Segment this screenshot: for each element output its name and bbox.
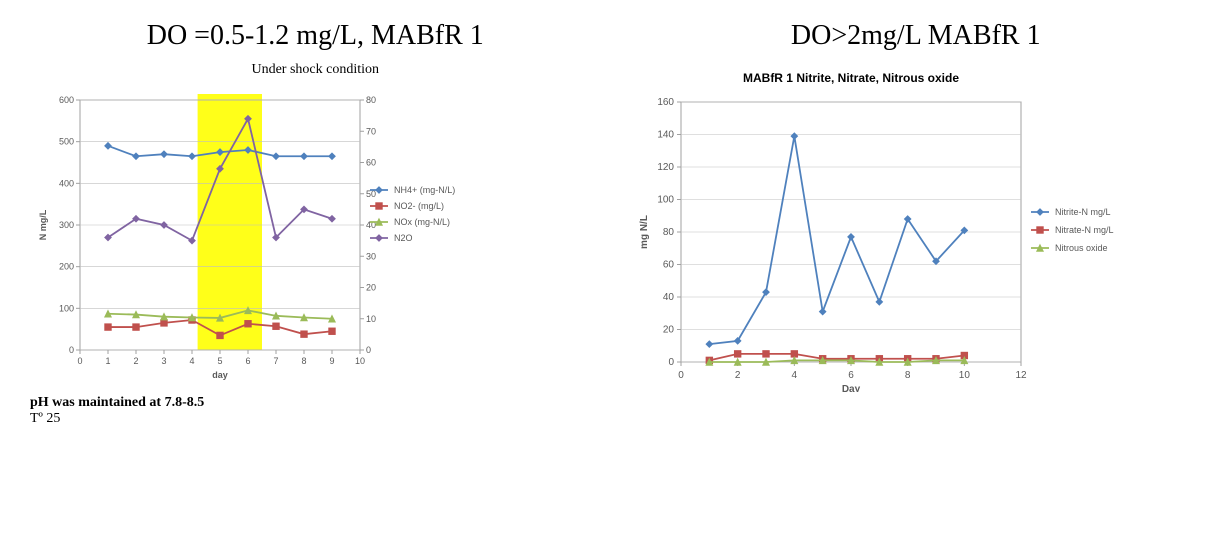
shock-annotation: Under shock condition <box>30 62 601 78</box>
svg-text:day: day <box>212 370 228 380</box>
two-column-layout: DO =0.5-1.2 mg/L, MABfR 1 Under shock co… <box>30 20 1201 427</box>
svg-text:10: 10 <box>366 314 376 324</box>
svg-text:30: 30 <box>366 251 376 261</box>
svg-text:60: 60 <box>366 158 376 168</box>
svg-text:0: 0 <box>77 356 82 366</box>
svg-text:2: 2 <box>734 370 740 381</box>
svg-text:60: 60 <box>662 260 674 271</box>
left-chart-container: Under shock condition 010020030040050060… <box>30 62 601 385</box>
svg-text:3: 3 <box>161 356 166 366</box>
svg-text:NO2- (mg/L): NO2- (mg/L) <box>394 201 444 211</box>
svg-text:Nitrate-N mg/L: Nitrate-N mg/L <box>1055 225 1114 235</box>
svg-text:5: 5 <box>217 356 222 366</box>
svg-text:7: 7 <box>273 356 278 366</box>
svg-text:120: 120 <box>657 162 674 173</box>
svg-text:0: 0 <box>366 345 371 355</box>
svg-text:N mg/L: N mg/L <box>38 209 48 240</box>
left-panel: DO =0.5-1.2 mg/L, MABfR 1 Under shock co… <box>30 20 601 427</box>
left-heading: DO =0.5-1.2 mg/L, MABfR 1 <box>30 20 601 52</box>
svg-text:2: 2 <box>133 356 138 366</box>
svg-text:4: 4 <box>791 370 797 381</box>
svg-text:160: 160 <box>657 97 674 108</box>
svg-text:20: 20 <box>366 283 376 293</box>
svg-text:NH4+ (mg-N/L): NH4+ (mg-N/L) <box>394 185 455 195</box>
svg-text:MABfR 1 Nitrite, Nitrate, Nitr: MABfR 1 Nitrite, Nitrate, Nitrous oxide <box>742 71 958 85</box>
svg-text:8: 8 <box>301 356 306 366</box>
svg-text:NOx (mg-N/L): NOx (mg-N/L) <box>394 217 450 227</box>
svg-text:10: 10 <box>958 370 970 381</box>
right-heading: DO>2mg/L MABfR 1 <box>631 20 1202 52</box>
svg-text:140: 140 <box>657 130 674 141</box>
svg-text:20: 20 <box>662 325 674 336</box>
svg-text:6: 6 <box>848 370 854 381</box>
svg-text:600: 600 <box>59 95 74 105</box>
svg-text:1: 1 <box>105 356 110 366</box>
svg-text:0: 0 <box>69 345 74 355</box>
footnote-temp: Tº 25 <box>30 411 601 427</box>
svg-text:4: 4 <box>189 356 194 366</box>
svg-text:Day: Day <box>841 384 860 392</box>
svg-text:mg N/L: mg N/L <box>639 215 650 249</box>
svg-text:N2O: N2O <box>394 233 413 243</box>
svg-text:8: 8 <box>904 370 910 381</box>
right-chart: MABfR 1 Nitrite, Nitrate, Nitrous oxide 0… <box>631 62 1151 392</box>
svg-text:500: 500 <box>59 137 74 147</box>
svg-text:10: 10 <box>355 356 365 366</box>
svg-text:80: 80 <box>662 227 674 238</box>
footnote-ph: pH was maintained at 7.8-8.5 <box>30 395 601 411</box>
svg-text:80: 80 <box>366 95 376 105</box>
svg-text:0: 0 <box>678 370 684 381</box>
svg-text:400: 400 <box>59 178 74 188</box>
svg-text:12: 12 <box>1015 370 1027 381</box>
svg-text:100: 100 <box>59 303 74 313</box>
svg-text:200: 200 <box>59 262 74 272</box>
left-footnotes: pH was maintained at 7.8-8.5 Tº 25 <box>30 395 601 427</box>
svg-text:300: 300 <box>59 220 74 230</box>
svg-text:100: 100 <box>657 195 674 206</box>
svg-text:6: 6 <box>245 356 250 366</box>
svg-text:9: 9 <box>329 356 334 366</box>
svg-text:Nitrous oxide: Nitrous oxide <box>1055 243 1108 253</box>
left-chart: 0100200300400500600010203040506070800123… <box>30 80 460 380</box>
svg-text:Nitrite-N mg/L: Nitrite-N mg/L <box>1055 207 1111 217</box>
right-panel: DO>2mg/L MABfR 1 MABfR 1 Nitrite, Nitrat… <box>631 20 1202 397</box>
svg-text:0: 0 <box>668 357 674 368</box>
svg-text:40: 40 <box>662 292 674 303</box>
svg-text:70: 70 <box>366 126 376 136</box>
